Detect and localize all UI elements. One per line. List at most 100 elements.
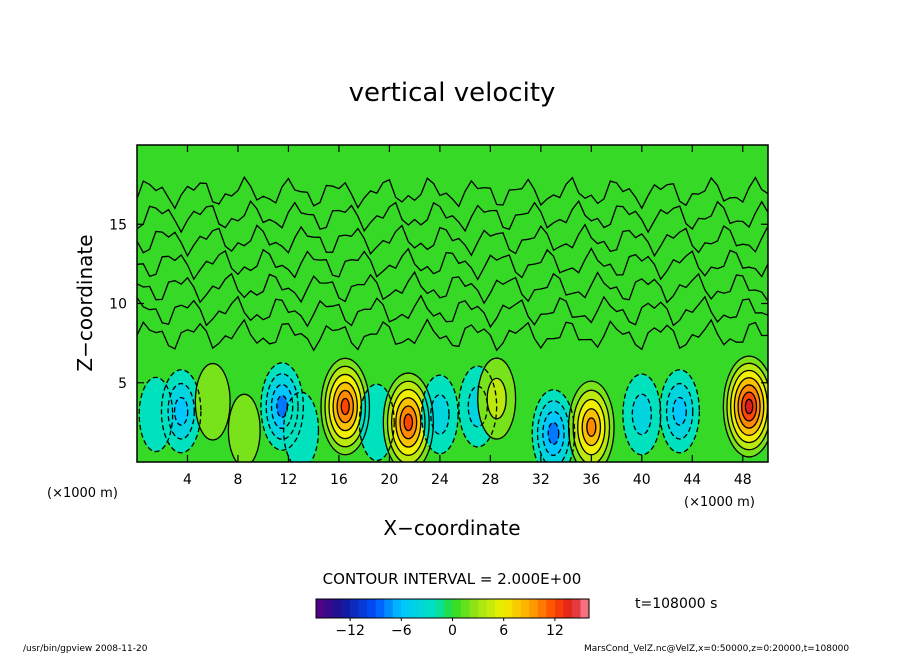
x-tick-label: 28 — [481, 472, 499, 488]
contour-line — [137, 223, 768, 258]
data-cell — [632, 394, 652, 435]
colorbar-swatch — [520, 599, 530, 618]
data-cell — [548, 422, 559, 445]
contour-line — [137, 294, 768, 329]
colorbar-swatches — [316, 599, 590, 618]
x-units-left: (×1000 m) — [47, 486, 118, 501]
contour-line — [390, 388, 426, 456]
colorbar-swatch — [392, 599, 402, 618]
data-cell — [586, 417, 596, 437]
data-cell — [174, 397, 188, 426]
contour-line — [320, 357, 371, 456]
colorbar-swatch — [418, 599, 428, 618]
contour-line — [260, 362, 304, 451]
x-tick-label: 36 — [582, 472, 600, 488]
contour-line — [138, 376, 174, 453]
colorbar-swatch — [461, 599, 471, 618]
x-tick-label: 12 — [280, 472, 298, 488]
contour-line — [458, 365, 498, 448]
footer-right: MarsCond_VelZ.nc@VelZ,x=0:50000,z=0:2000… — [584, 644, 849, 654]
y-axis-ticks: 5 10 15 — [109, 217, 768, 392]
contour-line — [358, 383, 395, 462]
contour-line — [386, 380, 430, 462]
x-tick-label: 48 — [734, 472, 752, 488]
x-tick-label: 40 — [633, 472, 651, 488]
contour-line — [577, 398, 606, 456]
colorbar-swatch — [324, 599, 334, 618]
contour-line — [531, 389, 576, 462]
contour-line — [336, 389, 354, 424]
data-cell — [487, 378, 507, 419]
x-tick-label: 4 — [183, 472, 192, 488]
colorbar: −12 −6 0 6 12 — [315, 598, 590, 639]
data-cell — [276, 395, 288, 418]
data-cell — [404, 414, 413, 431]
contour-line — [421, 374, 459, 455]
contour-line — [581, 408, 602, 447]
contour-line — [173, 396, 189, 426]
contour-line — [744, 398, 754, 415]
footer-left: /usr/bin/gpview 2008-11-20 — [23, 644, 148, 654]
colorbar-swatch — [546, 599, 556, 618]
y-tick-label: 15 — [109, 217, 127, 233]
x-tick-label: 20 — [380, 472, 398, 488]
y-tick-label: 5 — [118, 376, 127, 392]
colorbar-swatch — [469, 599, 479, 618]
contour-line — [672, 396, 687, 426]
data-cell — [228, 394, 261, 462]
colorbar-swatch — [478, 599, 488, 618]
colorbar-swatch — [452, 599, 462, 618]
data-cells — [139, 356, 768, 462]
x-units-right: (×1000 m) — [684, 495, 755, 510]
contour-line — [567, 380, 615, 462]
contour-lines — [137, 175, 768, 462]
contour-line — [137, 270, 768, 305]
data-cell — [195, 363, 231, 440]
colorbar-swatch — [426, 599, 437, 618]
y-axis-label: Z−coordinate — [73, 234, 97, 371]
colorbar-swatch — [401, 599, 411, 618]
colorbar-tick-label: −12 — [335, 623, 365, 639]
contour-line — [227, 393, 261, 462]
colorbar-swatch — [537, 599, 547, 618]
contour-line — [265, 373, 299, 440]
contour-line — [737, 384, 761, 429]
contour-line — [572, 389, 611, 462]
contour-line — [733, 377, 765, 436]
data-cell — [430, 394, 449, 435]
x-tick-label: 8 — [233, 472, 242, 488]
contour-line — [194, 362, 231, 441]
contour-line — [283, 391, 320, 462]
x-tick-label: 24 — [431, 472, 449, 488]
colorbar-swatch — [316, 599, 326, 618]
data-cell — [745, 399, 753, 414]
contour-line — [726, 362, 768, 451]
x-tick-label: 44 — [683, 472, 701, 488]
contour-line — [430, 394, 450, 435]
colorbar-swatch — [529, 599, 539, 618]
data-cell — [341, 398, 350, 415]
contour-line — [722, 355, 768, 458]
contour-line — [542, 410, 565, 457]
contour-line — [399, 405, 418, 440]
contour-line — [631, 393, 652, 436]
contour-line — [586, 417, 597, 437]
colorbar-tick-label: −6 — [391, 623, 412, 639]
colorbar-swatch — [384, 599, 394, 618]
contour-line — [324, 365, 367, 448]
contour-line — [741, 391, 758, 422]
contour-line — [340, 397, 350, 416]
colorbar-tick-label: 0 — [448, 623, 457, 639]
contour-line — [137, 175, 768, 210]
contour-line — [167, 382, 195, 440]
contour-line — [160, 369, 202, 454]
x-tick-label: 32 — [532, 472, 550, 488]
x-tick-label: 16 — [330, 472, 348, 488]
colorbar-swatch — [554, 599, 565, 618]
contour-line — [665, 382, 694, 440]
colorbar-swatch — [443, 599, 454, 618]
colorbar-swatch — [333, 599, 343, 618]
contour-line — [477, 357, 517, 440]
